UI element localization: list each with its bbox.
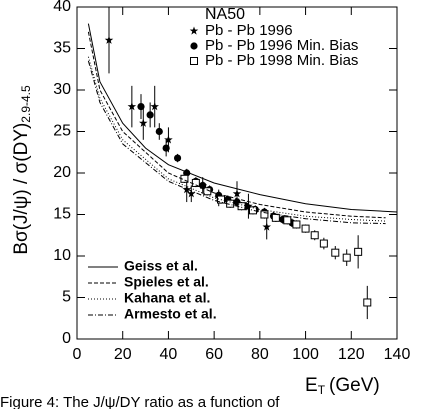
y-tick-label: 35 [53,40,71,57]
point [262,222,271,231]
point [310,231,319,240]
y-tick-label: 30 [53,81,71,98]
y-label-main: Bσ(J/ψ) / σ(DY) [11,123,32,255]
y-tick-label: 15 [53,206,71,223]
x-tick-label: 20 [114,346,132,363]
point [342,253,351,262]
point [260,210,269,219]
point [319,239,328,248]
point [249,206,257,215]
point [271,213,280,222]
point [150,102,159,111]
y-tick-label: 40 [53,0,71,15]
legend-label: Pb - Pb 1996 Min. Bias [205,37,358,54]
x-axis-label: ET (GeV) [305,375,380,397]
theory-curve [87,31,386,219]
point [182,185,191,194]
legend-marker [190,57,198,65]
x-tick-label: 80 [251,346,269,363]
y-tick-label: 20 [53,164,71,181]
point [104,35,114,44]
legend-label: Spieles et al. [124,274,209,290]
point [162,144,170,152]
theory-curve [87,60,386,225]
point [146,111,154,119]
x-tick-label: 100 [292,346,319,363]
point [301,224,310,233]
point [164,135,173,144]
y-tick-label: 0 [62,330,71,347]
point [283,216,292,225]
legend-label: Pb - Pb 1998 Min. Bias [205,52,358,69]
y-label-sub: 2.9-4.5 [19,85,33,123]
x-tick-label: 120 [338,346,365,363]
legend-marker [190,42,198,50]
theory-curve [87,56,386,222]
point [199,181,207,190]
x-tick-label: 60 [205,346,223,363]
y-tick-label: 10 [53,247,71,264]
x-tick-label: 140 [384,346,411,363]
chart-title: NA50 [205,6,245,23]
point [331,248,340,257]
point [292,220,301,229]
legend-marker [189,26,199,35]
legend-label: Pb - Pb 1996 [205,22,293,39]
point [139,118,148,127]
legend-label: Kahana et al. [124,290,210,306]
x-label-main: E [305,375,318,396]
legend-label: Geiss et al. [124,258,198,274]
point [127,102,137,111]
point [155,127,163,136]
theory-curve [87,23,398,213]
y-tick-label: 5 [62,289,71,306]
y-axis-label: Bσ(J/ψ) / σ(DY)2.9-4.5 [11,85,33,255]
point [354,247,363,256]
x-label-sub: T [318,383,326,397]
y-tick-label: 25 [53,123,71,140]
legend-label: Armesto et al. [124,306,217,322]
x-tick-label: 40 [160,346,178,363]
point [232,189,242,198]
point [137,103,145,111]
point [363,298,372,307]
x-tick-label: 0 [73,346,82,363]
point [173,154,182,162]
x-label-unit: (GeV) [329,375,380,396]
caption: Figure 4: The J/ψ/DY ratio as a function… [0,394,280,409]
point [187,189,196,198]
